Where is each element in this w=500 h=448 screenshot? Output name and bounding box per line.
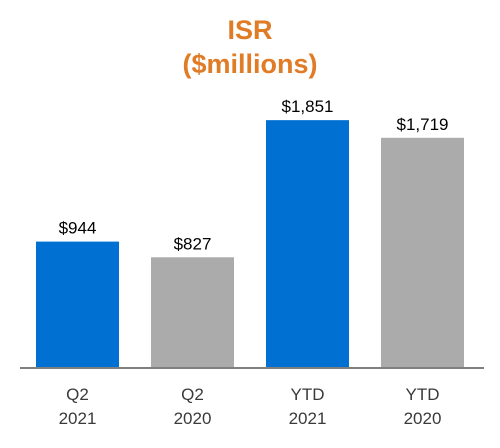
- value-label-1: $827: [174, 234, 212, 253]
- bar-2: [266, 120, 349, 369]
- value-label-0: $944: [59, 219, 97, 238]
- x-tick-label-3-1: 2020: [404, 409, 442, 428]
- x-tick-label-1-0: Q2: [181, 385, 204, 404]
- chart-title-line-2: ($millions): [182, 49, 318, 79]
- x-tick-label-2-0: YTD: [291, 385, 325, 404]
- chart-title-line-1: ISR: [227, 15, 273, 45]
- bar-3: [381, 137, 464, 368]
- x-tick-label-0-0: Q2: [66, 385, 89, 404]
- value-label-2: $1,851: [282, 97, 334, 116]
- x-tick-label-2-1: 2021: [289, 409, 327, 428]
- x-tick-label-0-1: 2021: [59, 409, 97, 428]
- value-label-3: $1,719: [397, 115, 449, 134]
- bar-0: [36, 241, 119, 368]
- x-tick-label-3-0: YTD: [406, 385, 440, 404]
- x-tick-label-1-1: 2020: [174, 409, 212, 428]
- bar-1: [151, 257, 234, 368]
